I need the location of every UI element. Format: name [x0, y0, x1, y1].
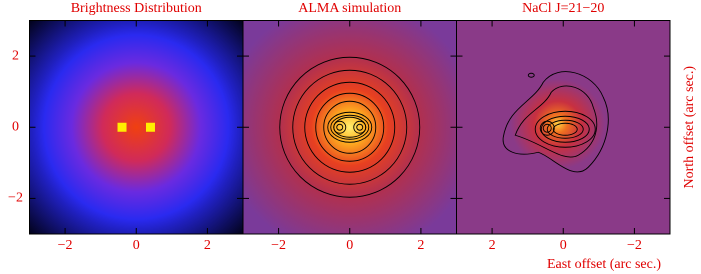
panels: Brightness Distribution −2 0 2 −2 0 2 ALMA simu…	[8, 1, 697, 272]
x-tick-label: −2	[627, 238, 642, 253]
contour	[356, 123, 364, 131]
x-tick-label: 2	[417, 238, 424, 253]
contour	[552, 122, 578, 136]
contour	[540, 115, 590, 143]
image-panel	[29, 20, 243, 234]
image-panel	[243, 20, 457, 234]
contour	[353, 120, 367, 134]
contour	[315, 92, 385, 162]
contour	[292, 69, 408, 185]
contour	[279, 56, 421, 198]
contour	[542, 123, 552, 133]
x-tick-label: 2	[204, 238, 211, 253]
source	[145, 122, 155, 132]
contour	[323, 100, 377, 154]
x-axis-label: East offset (arc sec.)	[547, 257, 661, 272]
source	[117, 122, 127, 132]
contour	[330, 114, 370, 140]
y-tick-label: −2	[8, 191, 23, 206]
panel-title: ALMA simulation	[298, 1, 401, 16]
x-tick-label: 0	[346, 238, 353, 253]
contour	[546, 119, 584, 139]
contour	[527, 72, 535, 78]
x-tick-label: 2	[489, 238, 496, 253]
contour	[333, 120, 347, 134]
y-axis-label: North offset (arc sec.)	[682, 66, 697, 189]
y-tick-label: 2	[12, 48, 19, 63]
panel-title: NaCl J=21−20	[522, 1, 604, 16]
contour	[327, 111, 373, 143]
x-tick-label: −2	[271, 238, 286, 253]
contour	[304, 81, 396, 173]
contour	[514, 85, 598, 158]
y-tick-label: 0	[12, 119, 19, 134]
contour	[539, 120, 555, 136]
x-tick-label: 0	[133, 238, 140, 253]
x-tick-label: −2	[58, 238, 73, 253]
contour	[336, 123, 344, 131]
contour	[534, 110, 596, 148]
x-tick-label: 0	[560, 238, 567, 253]
panel-title: Brightness Distribution	[71, 1, 202, 16]
